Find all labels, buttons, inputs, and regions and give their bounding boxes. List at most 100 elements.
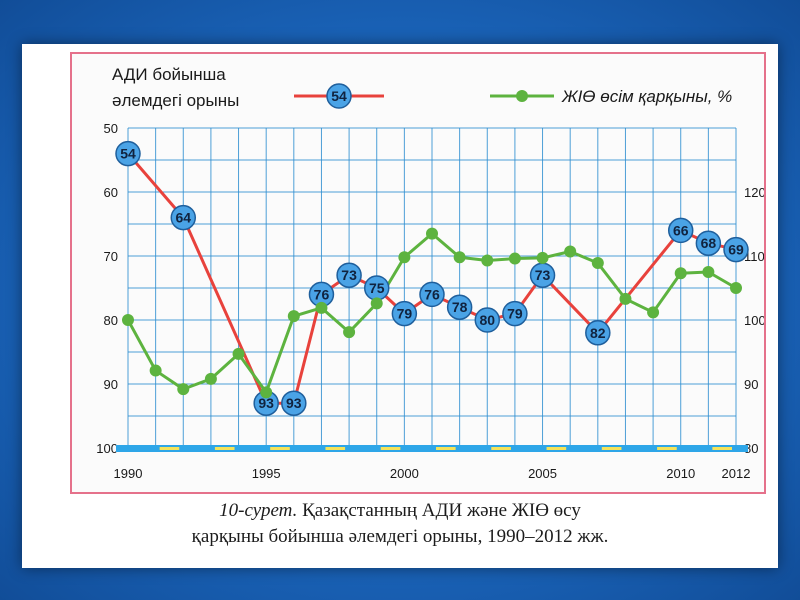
right-tick-label: 100: [744, 313, 764, 328]
x-tick-label: 2000: [390, 466, 419, 481]
rank-marker-label: 80: [479, 312, 495, 328]
rank-marker-label: 76: [424, 286, 440, 302]
legend-series1-marker-label: 54: [331, 88, 347, 104]
legend-series2-label: ЖІӨ өсім қарқыны, %: [561, 87, 732, 106]
legend: АДИ бойынша әлемдегі орыны 54 ЖІӨ өсім қ…: [112, 65, 732, 110]
gdp-point: [702, 266, 715, 278]
caption-text-2: қарқыны бойынша әлемдегі орыны, 1990–201…: [191, 526, 609, 547]
rank-marker: [446, 294, 473, 320]
legend-series2-dot: [516, 90, 528, 102]
rank-marker-label: 82: [590, 325, 606, 341]
caption-line1: 10-сурет. Қазақстанның АДИ және ЖІӨ өсу: [22, 500, 778, 522]
rank-marker-label: 79: [507, 306, 523, 322]
gdp-point: [647, 306, 660, 319]
axis-tick-labels: 50 60 70 80 90 100 80 90 100 110 120 1990 1995 2000 20…: [96, 121, 764, 481]
gdp-point: [564, 245, 577, 258]
gdp-point: [177, 383, 190, 396]
rank-marker-label: 78: [452, 299, 468, 315]
right-tick-label: 80: [744, 441, 758, 456]
rank-marker-label: 69: [728, 242, 744, 258]
gdp-point: [122, 314, 134, 326]
rank-marker-label: 54: [120, 146, 136, 162]
x-tick-label: 2010: [666, 466, 695, 481]
gdp-point: [508, 252, 521, 265]
baseline-dash: [657, 447, 677, 450]
rank-marker-label: 64: [175, 210, 191, 226]
rank-marker: [695, 230, 722, 256]
chart-svg: 50 60 70 80 90 100 80 90 100 110 120 1990 1995 2000 20…: [96, 65, 764, 481]
left-tick-label: 80: [104, 313, 118, 328]
rank-marker: [115, 140, 141, 167]
rank-marker-label: 93: [286, 395, 302, 411]
baseline-dash: [712, 447, 732, 450]
rank-marker: [281, 390, 307, 416]
textbook-page: 50 60 70 80 90 100 80 90 100 110 120 1990 1995 2000 20…: [22, 44, 778, 568]
rank-marker: [474, 307, 501, 333]
right-tick-label: 110: [744, 249, 764, 264]
rank-marker: [585, 320, 611, 346]
rank-marker: [170, 204, 197, 231]
left-tick-label: 70: [104, 249, 118, 264]
chart-frame: 50 60 70 80 90 100 80 90 100 110 120 1990 1995 2000 20…: [70, 52, 766, 494]
gdp-point: [287, 310, 300, 323]
right-tick-label: 120: [744, 185, 764, 200]
gdp-point: [674, 267, 687, 280]
rank-marker-label: 93: [258, 395, 274, 411]
rank-marker: [391, 300, 418, 327]
baseline-dash: [546, 447, 567, 450]
right-tick-label: 90: [744, 377, 758, 392]
gdp-point: [204, 372, 217, 385]
gdp-point: [232, 347, 245, 360]
gdp-point: [398, 251, 411, 264]
gdp-point: [591, 257, 604, 270]
gdp-point: [426, 227, 438, 240]
rank-marker-label: 68: [701, 235, 717, 251]
rank-marker-label: 76: [314, 286, 330, 302]
rank-marker-label: 73: [535, 267, 551, 283]
x-tick-label: 1995: [252, 466, 281, 481]
baseline-dash: [270, 447, 290, 450]
rank-marker-label: 73: [341, 267, 357, 283]
gdp-point: [315, 301, 328, 314]
rank-marker: [723, 236, 749, 263]
left-tick-label: 90: [104, 377, 118, 392]
gdp-point: [370, 297, 383, 310]
x-tick-label: 2012: [722, 466, 751, 481]
rank-marker: [336, 262, 362, 288]
legend-series1-marker: [326, 83, 352, 109]
gdp-point: [260, 386, 273, 399]
baseline-dash: [214, 447, 235, 450]
baseline-dash: [159, 447, 180, 450]
gdp-point: [343, 326, 356, 339]
rank-marker: [419, 281, 445, 308]
rank-marker-label: 66: [673, 222, 689, 238]
left-tick-label: 50: [104, 121, 118, 136]
gdp-point: [149, 364, 162, 377]
series-markers: 54 64 93 93 76 73 75 79 76 78 80 79 73 82 66 68 69: [115, 140, 749, 416]
gdp-point: [481, 254, 494, 267]
baseline-dash: [380, 447, 401, 450]
rank-marker-label: 79: [397, 306, 413, 322]
x-tick-label: 2005: [528, 466, 557, 481]
left-tick-label: 100: [96, 441, 118, 456]
rank-marker-label: 75: [369, 280, 385, 296]
rank-marker: [502, 300, 528, 327]
x-tick-label: 1990: [114, 466, 143, 481]
left-tick-label: 60: [104, 185, 118, 200]
baseline-dash: [491, 447, 511, 450]
caption-line2: қарқыны бойынша әлемдегі орыны, 1990–201…: [22, 526, 778, 548]
figure-label: 10-сурет.: [219, 500, 298, 521]
baseline-dash: [436, 447, 456, 450]
left-axis-title-line2: әлемдегі орыны: [112, 91, 239, 110]
caption-text-1: Қазақстанның АДИ және ЖІӨ өсу: [302, 500, 581, 521]
baseline-dash: [325, 447, 346, 450]
baseline-dash: [601, 447, 622, 450]
gdp-point: [536, 251, 549, 264]
baseline-bar: [116, 445, 748, 452]
baseline-strip: [116, 445, 748, 452]
gdp-point: [453, 251, 466, 264]
gdp-point: [730, 282, 742, 294]
gdp-point: [619, 292, 632, 305]
rank-marker: [667, 217, 694, 244]
